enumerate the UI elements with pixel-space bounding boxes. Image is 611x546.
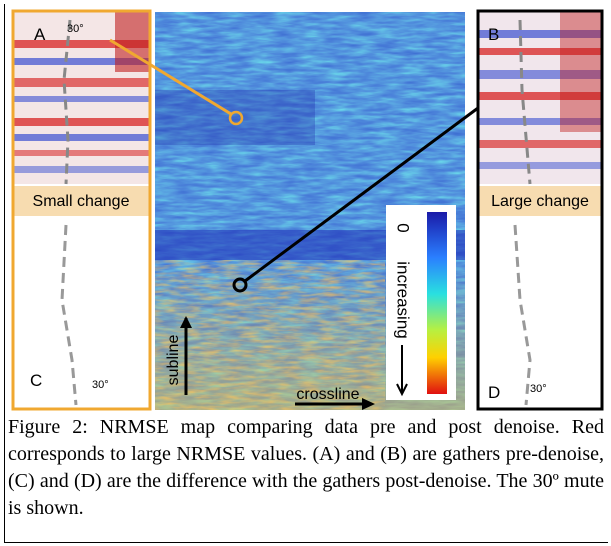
right-panel: Large change B D 30°: [476, 9, 604, 411]
label-box: [14, 186, 149, 216]
panel-b-letter: B: [488, 25, 499, 44]
figure-frame: [4, 4, 608, 543]
callouts: [109, 38, 479, 293]
colorbar-label: increasing: [394, 261, 413, 339]
figure: 0 increasing subline crossline: [11, 9, 604, 411]
callout-line-a: [109, 38, 232, 116]
subline-label: subline: [165, 335, 182, 386]
crossline-arrowhead: [362, 398, 375, 410]
panel-b-label: Large change: [491, 193, 589, 210]
caption: Figure 2: NRMSE map comparing data pre a…: [8, 416, 604, 519]
axes-arrows: subline crossline: [165, 316, 375, 410]
callout-circle-b: [232, 277, 248, 293]
label-box: [479, 186, 601, 216]
colorbar-zero: 0: [394, 223, 413, 232]
panel-a-label: Small change: [33, 193, 130, 210]
panel-a-angle: 30°: [67, 23, 84, 35]
panel-d-letter: D: [488, 383, 500, 402]
colorbar-arrowhead: [396, 383, 408, 397]
gather-b: [479, 12, 601, 184]
subline-arrowhead: [180, 316, 192, 328]
panel-a-letter: A: [34, 25, 46, 44]
crossline-label: crossline: [296, 386, 359, 403]
nrmse-map: [155, 12, 465, 410]
panel-c-letter: C: [30, 371, 42, 390]
panel-c-angle: 30°: [92, 379, 109, 391]
callout-line-b: [244, 106, 479, 283]
gather-a: [14, 12, 149, 184]
left-panel: Small change A 30° C 30°: [11, 9, 152, 411]
panel-d-angle: 30°: [530, 383, 547, 395]
colorbar-gradient: [427, 212, 447, 394]
callout-circle-a: [228, 110, 244, 126]
colorbar: 0 increasing: [386, 205, 456, 400]
